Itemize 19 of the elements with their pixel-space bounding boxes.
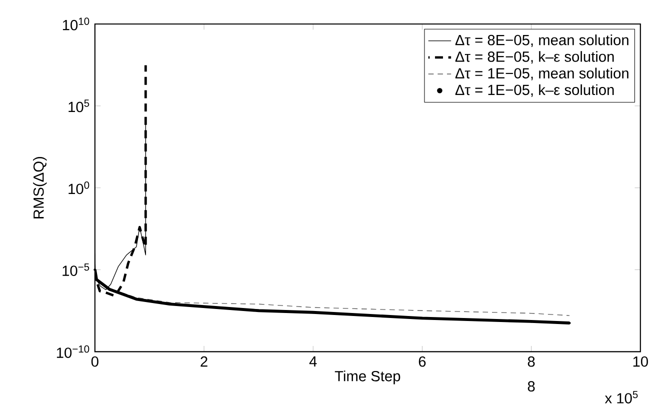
legend-label: Δτ = 1E−05, k–ε solution xyxy=(455,84,614,98)
legend-label: Δτ = 1E−05, mean solution xyxy=(455,68,628,80)
text: x 10$^{5}$ xyxy=(604,391,638,404)
legend-label: Δτ = 8E−05, k–ε solution xyxy=(455,51,614,64)
x-tick-label: 8 xyxy=(528,356,535,367)
x-tick-label: 6 xyxy=(418,356,426,367)
x-tick-label: 10 xyxy=(633,356,648,367)
x-axis-title: Time Step xyxy=(334,370,400,384)
legend-label: Δτ = 8E−05, mean solution xyxy=(455,34,628,48)
x-tick-label: 0 xyxy=(91,356,98,367)
y-tick-label: 10$^{5}$ xyxy=(68,100,90,112)
y-tick-label: 10$^{10}$ xyxy=(62,18,90,30)
y-tick-label: 10$^{0}$ xyxy=(68,182,90,194)
x-tick-label: 4 xyxy=(309,356,317,367)
x-tick-label: 2 xyxy=(200,356,208,367)
y-axis-title: RMS(ΔQ) xyxy=(33,157,47,219)
y-tick-label: 10$^{−10}$ xyxy=(56,346,90,358)
text: 8 xyxy=(528,381,535,392)
y-tick-label: 10$^{−5}$ xyxy=(62,264,90,276)
